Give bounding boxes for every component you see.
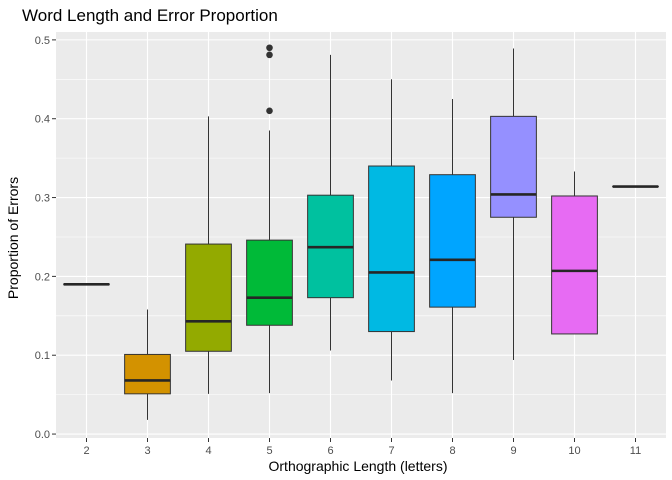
- box-group-10: [551, 171, 598, 335]
- y-axis-ticks: 0.0 0.1 0.2 0.3 0.4 0.5: [35, 35, 56, 441]
- box-4: [185, 243, 232, 352]
- box-5: [246, 239, 293, 326]
- x-tick-label: 5: [266, 445, 272, 457]
- y-tick-label: 0.4: [35, 114, 50, 126]
- box-10: [551, 195, 598, 335]
- x-tick-label: 2: [83, 445, 89, 457]
- x-tick-label: 11: [630, 445, 641, 457]
- x-tick-label: 4: [205, 445, 211, 457]
- x-axis-ticks: 2 3 4 5 6 7 8 9 10 11: [83, 438, 641, 457]
- x-tick-label: 3: [144, 445, 150, 457]
- x-tick-label: 9: [510, 445, 516, 457]
- box-7: [368, 165, 415, 333]
- x-tick-label: 6: [327, 445, 333, 457]
- x-tick-label: 8: [449, 445, 455, 457]
- chart-title: Word Length and Error Proportion: [22, 6, 278, 25]
- x-axis-title: Orthographic Length (letters): [269, 458, 448, 474]
- y-tick-label: 0.1: [35, 350, 50, 362]
- box-group-7: [368, 79, 415, 381]
- box-group-4: [185, 116, 232, 394]
- boxes-layer: [63, 44, 659, 420]
- box-8: [429, 174, 476, 308]
- outlier-point: [266, 107, 273, 115]
- y-tick-label: 0.5: [35, 35, 50, 47]
- outlier-point: [266, 44, 273, 52]
- box-9: [490, 115, 537, 218]
- box-3: [124, 353, 171, 395]
- outlier-point: [266, 51, 273, 59]
- x-tick-label: 7: [388, 445, 394, 457]
- box-group-3: [124, 309, 171, 420]
- box-group-8: [429, 99, 476, 394]
- box-group-9: [490, 48, 537, 360]
- box-group-6: [307, 54, 354, 351]
- y-tick-label: 0.2: [35, 271, 50, 283]
- box-group-5: [246, 44, 293, 394]
- y-tick-label: 0.0: [35, 429, 50, 441]
- y-axis-title: Proportion of Errors: [5, 177, 21, 299]
- x-tick-label: 10: [568, 445, 580, 457]
- y-tick-label: 0.3: [35, 193, 50, 205]
